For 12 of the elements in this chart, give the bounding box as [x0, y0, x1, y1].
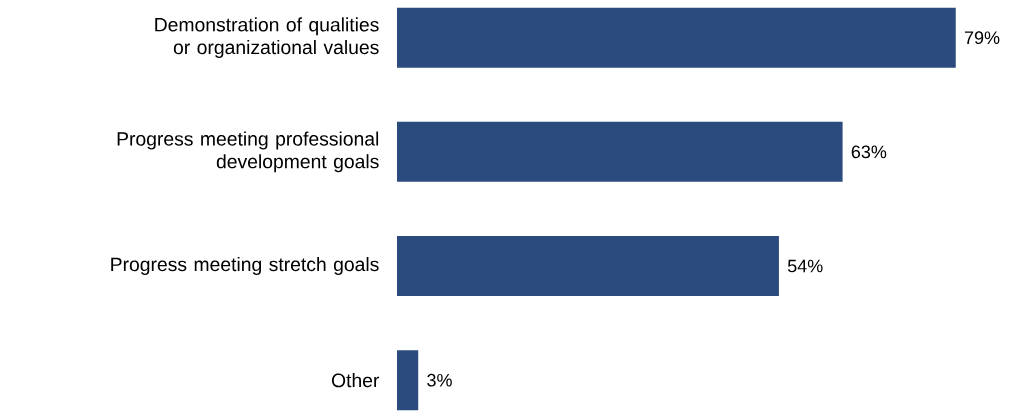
data-label: 63% — [851, 145, 887, 159]
data-label: 54% — [787, 259, 823, 273]
data-label: 3% — [427, 373, 452, 387]
bar — [397, 121, 843, 182]
bar — [397, 236, 779, 297]
data-label: 79% — [964, 31, 1000, 45]
y-tick-label: Progress meeting stretch goals — [111, 257, 379, 276]
bar — [397, 350, 419, 411]
y-tick-label: Progress meeting professional development goals — [117, 131, 379, 173]
y-tick-label: Demonstration of qualities or organizational values — [155, 17, 379, 59]
y-tick-label: Other — [331, 373, 380, 388]
bar — [397, 7, 956, 68]
